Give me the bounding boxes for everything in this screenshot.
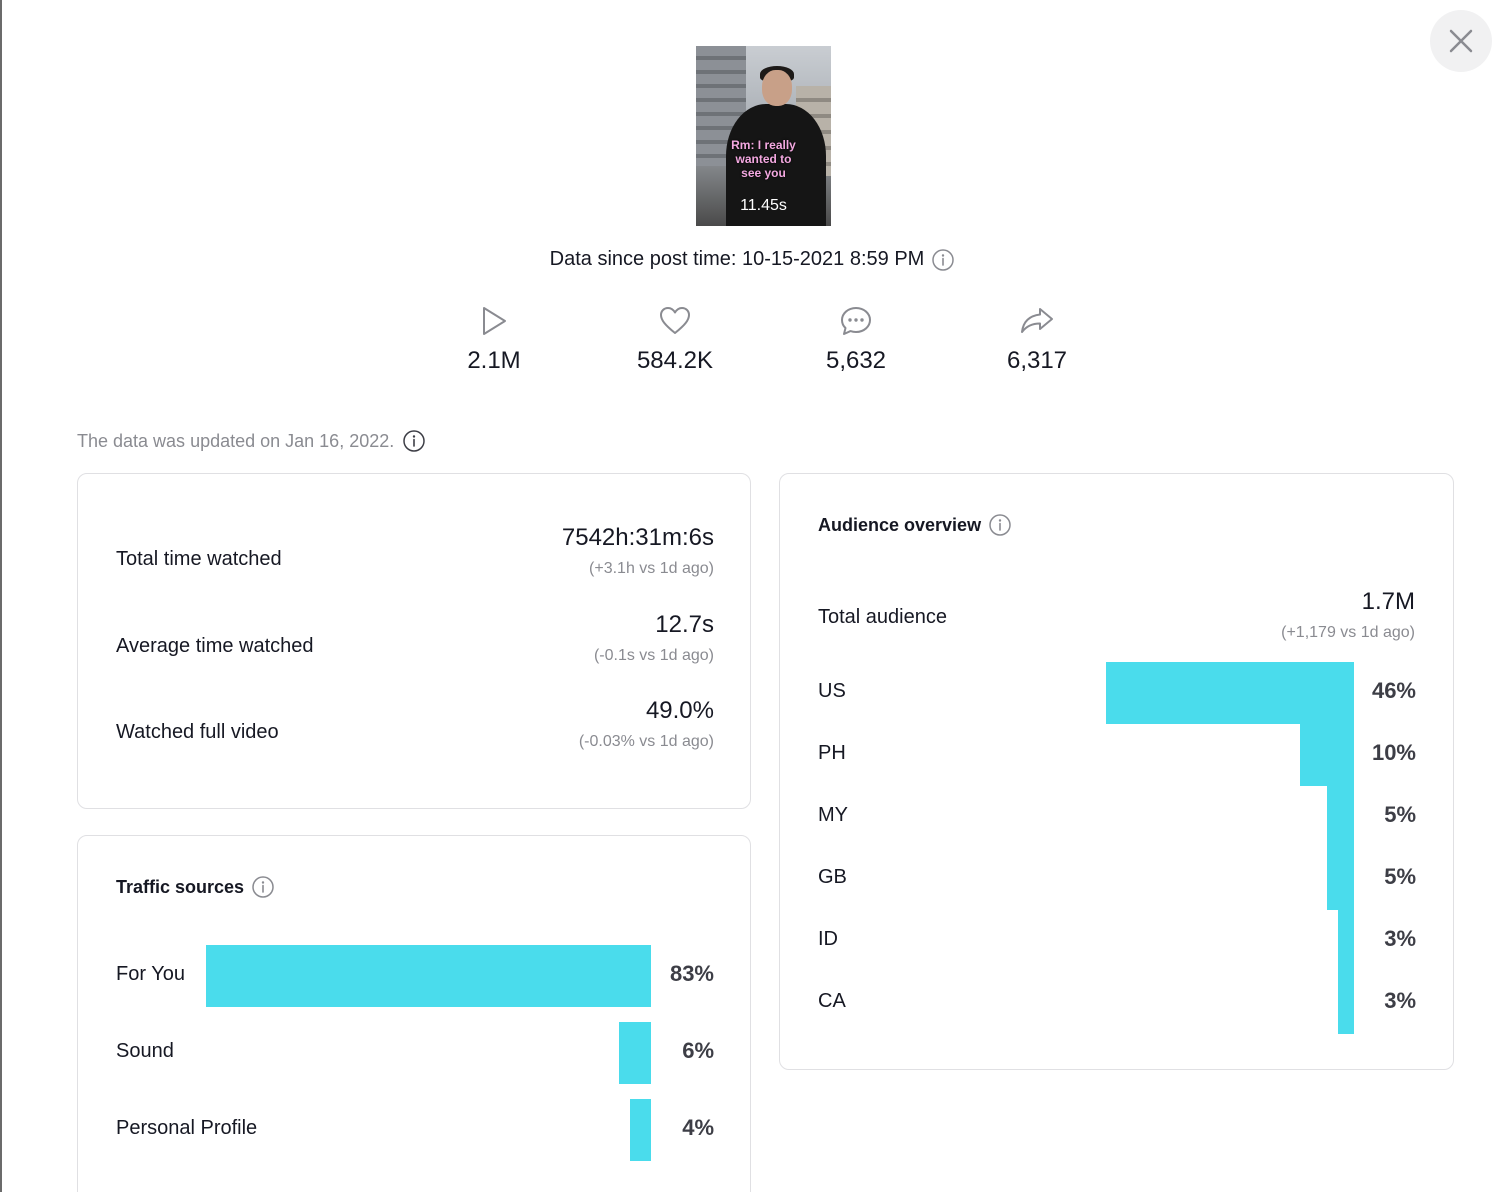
updated-text: The data was updated on Jan 16, 2022. [77, 430, 395, 451]
audience-overview-card: Audience overview Total audience 1.7M (+… [779, 473, 1454, 1070]
metric-label: Average time watched [116, 635, 314, 657]
metric-label: Watched full video [116, 721, 279, 743]
watch-time-card: Total time watched 7542h:31m:6s (+3.1h v… [77, 473, 751, 809]
traffic-title-row: Traffic sources [116, 876, 274, 898]
row-label: MY [818, 804, 848, 826]
row-label: For You [116, 963, 185, 985]
engagement-stats: 2.1M 584.2K 5,632 6,317 [2, 303, 1500, 383]
video-thumbnail[interactable]: Rm: I really wanted to see you 11.45s [696, 46, 831, 226]
row-label: ID [818, 928, 838, 950]
row-percent: 3% [1384, 988, 1416, 1013]
bar [1106, 662, 1354, 724]
bar [206, 945, 651, 1007]
post-time-row: Data since post time: 10-15-2021 8:59 PM [2, 248, 1500, 271]
video-duration: 11.45s [740, 197, 787, 214]
bar [1338, 972, 1354, 1034]
info-icon[interactable] [989, 514, 1011, 536]
play-icon [414, 303, 574, 339]
info-icon[interactable] [403, 430, 425, 452]
info-icon[interactable] [932, 248, 955, 271]
likes-value: 584.2K [636, 347, 714, 374]
row-label: CA [818, 990, 846, 1012]
bar [1300, 724, 1354, 786]
country-row: US 46% [818, 662, 1416, 724]
heart-icon [595, 303, 755, 339]
row-label: US [818, 680, 846, 702]
country-row: ID 3% [818, 910, 1416, 972]
post-time-label: Data since post time: 10-15-2021 8:59 PM [549, 248, 925, 270]
bar [619, 1022, 651, 1084]
traffic-row: Personal Profile 4% [116, 1099, 714, 1161]
card-title: Traffic sources [116, 876, 245, 897]
metric-value: 12.7s [655, 611, 714, 638]
stat-likes: 584.2K [595, 303, 755, 375]
close-button[interactable] [1430, 10, 1492, 72]
metric-value: 7542h:31m:6s [561, 524, 714, 551]
close-icon [1449, 29, 1473, 53]
total-audience-value: 1.7M [1361, 588, 1415, 615]
total-time-watched: Total time watched 7542h:31m:6s (+3.1h v… [116, 524, 714, 584]
row-percent: 5% [1384, 802, 1416, 827]
row-percent: 3% [1384, 926, 1416, 951]
watched-full-video: Watched full video 49.0% (-0.03% vs 1d a… [116, 697, 714, 757]
comments-value: 5,632 [825, 347, 887, 374]
stat-views: 2.1M [414, 303, 574, 375]
traffic-row: For You 83% [116, 945, 714, 1007]
row-percent: 10% [1371, 740, 1416, 765]
row-percent: 5% [1384, 864, 1416, 889]
card-title: Audience overview [818, 514, 982, 535]
bar [630, 1099, 651, 1161]
traffic-row: Sound 6% [116, 1022, 714, 1084]
metric-delta: (-0.03% vs 1d ago) [578, 733, 714, 750]
video-caption: Rm: I really wanted to see you [731, 138, 796, 180]
country-row: CA 3% [818, 972, 1416, 1034]
country-row: PH 10% [818, 724, 1416, 786]
row-percent: 83% [669, 961, 714, 986]
metric-value: 49.0% [645, 697, 714, 724]
average-time-watched: Average time watched 12.7s (-0.1s vs 1d … [116, 611, 714, 671]
row-percent: 4% [682, 1115, 714, 1140]
share-icon [957, 303, 1117, 339]
metric-delta: (-0.1s vs 1d ago) [593, 647, 714, 664]
stat-shares: 6,317 [957, 303, 1117, 375]
row-label: Personal Profile [116, 1117, 258, 1139]
shares-value: 6,317 [1006, 347, 1068, 374]
row-label: PH [818, 742, 846, 764]
country-row: GB 5% [818, 848, 1416, 910]
info-icon[interactable] [252, 876, 274, 898]
bar [1327, 786, 1354, 848]
row-label: Sound [116, 1040, 174, 1062]
total-audience-delta: (+1,179 vs 1d ago) [1281, 624, 1415, 641]
data-updated-note: The data was updated on Jan 16, 2022. [77, 430, 425, 452]
row-percent: 6% [682, 1038, 714, 1063]
row-percent: 46% [1371, 678, 1416, 703]
row-label: GB [818, 866, 847, 888]
traffic-sources-card: Traffic sources For You 83% Sound 6% Persona… [77, 835, 751, 1192]
stat-comments: 5,632 [776, 303, 936, 375]
total-audience-label: Total audience [818, 606, 947, 628]
views-value: 2.1M [467, 347, 521, 374]
bar [1327, 848, 1354, 910]
country-row: MY 5% [818, 786, 1416, 848]
metric-delta: (+3.1h vs 1d ago) [589, 560, 714, 577]
metric-label: Total time watched [116, 548, 282, 570]
bar [1338, 910, 1354, 972]
comment-icon [776, 303, 936, 339]
audience-title-row: Audience overview [818, 514, 1011, 536]
